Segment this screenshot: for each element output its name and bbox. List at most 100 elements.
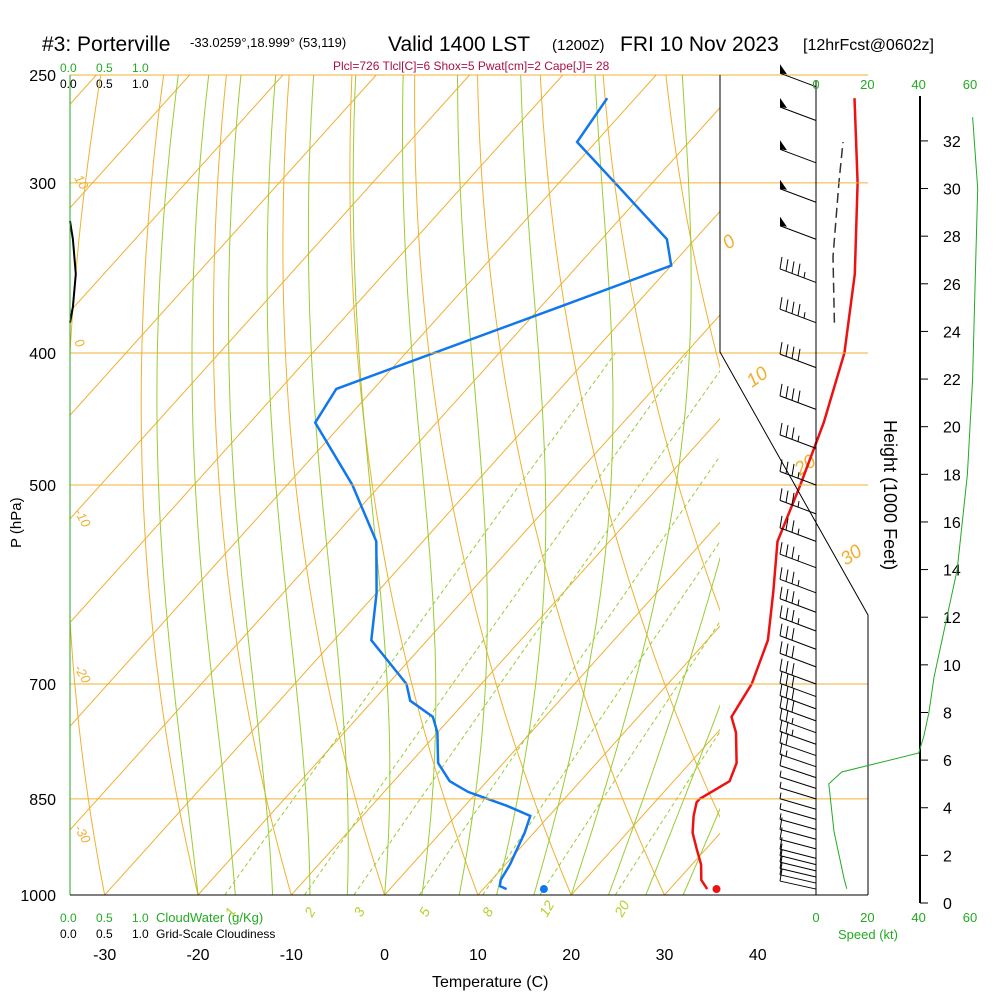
wind-barb: [779, 827, 817, 850]
wind-barb: [779, 641, 817, 668]
temperature-tick-label: -30: [93, 947, 116, 964]
wind-barb: [779, 813, 817, 830]
wind-barb: [779, 98, 817, 121]
chart-title-coords: -33.0259°,18.999° (53,119): [190, 35, 346, 50]
mixing-ratio-label: 8: [479, 904, 497, 919]
dry-adiabat-line: [349, 75, 479, 895]
wind-barb: [779, 792, 817, 810]
mixing-ratio-label: 5: [415, 904, 433, 919]
wind-barb: [779, 671, 817, 698]
mixing-ratio-label: 3: [350, 904, 368, 919]
dry-adiabat-line: [854, 75, 1000, 895]
pressure-tick-label: 700: [29, 677, 56, 694]
wind-barb: [779, 781, 817, 800]
dry-adiabat-line: [477, 75, 665, 895]
isotherm-line: [70, 75, 377, 416]
height-tick-label: 18: [943, 467, 961, 484]
isotherm-label: 10: [743, 363, 773, 393]
temperature-tick-label: -10: [280, 947, 303, 964]
height-tick-label: 20: [943, 420, 961, 437]
wind-barb: [779, 803, 817, 820]
cloud-water-scale-tick: 1.0: [132, 61, 149, 75]
moist-adiabat-line: [570, 75, 692, 895]
cloud-water-scale-tick: 1.0: [132, 911, 149, 925]
wind-barb: [779, 605, 817, 632]
wind-barb: [779, 64, 817, 88]
dry-adiabat-label: 0: [71, 336, 88, 350]
pressure-tick-label: 850: [29, 792, 56, 809]
speed-scale-tick: 0: [812, 910, 819, 925]
cloudiness-scale-tick: 0.0: [60, 927, 77, 941]
wind-barb: [779, 707, 817, 734]
moist-adiabat-line: [307, 75, 349, 895]
wind-speed-profile: [828, 117, 979, 889]
speed-scale-tick: 20: [860, 77, 874, 92]
speed-scale-tick: 40: [911, 910, 925, 925]
cloud-water-scale-tick: 0.5: [96, 61, 113, 75]
height-tick-label: 14: [943, 563, 961, 580]
moist-adiabat-line: [682, 807, 720, 895]
height-tick-label: 28: [943, 229, 961, 246]
surface-temperature-marker: [712, 885, 721, 894]
dry-adiabat-label: -30: [71, 822, 94, 846]
wind-barb: [779, 256, 817, 283]
wind-barb: [779, 342, 817, 369]
sounding-profiles: [69, 97, 859, 894]
pressure-tick-label: 500: [29, 478, 56, 495]
wind-barb: [779, 515, 817, 542]
isotherm-label: 0: [719, 231, 740, 255]
moist-adiabat-line: [457, 75, 488, 895]
wind-barb: [779, 730, 817, 757]
wind-barb: [779, 488, 817, 515]
height-tick-label: 0: [943, 896, 952, 913]
dry-adiabat-line: [414, 75, 572, 895]
wind-barb: [779, 695, 817, 722]
height-axis-title: Height (1000 Feet): [880, 420, 900, 570]
wind-barb: [779, 179, 817, 203]
mixing-ratio-label: 2: [300, 904, 318, 920]
speed-scale-tick: 20: [860, 910, 874, 925]
dry-adiabat-line: [282, 75, 386, 895]
mixing-ratio-line: [614, 730, 720, 895]
wind-barb: [779, 542, 817, 569]
moist-adiabat-line: [402, 75, 437, 895]
pressure-tick-label: 400: [29, 346, 56, 363]
wind-barb: [779, 837, 817, 859]
mixing-ratio-label: 20: [611, 898, 633, 921]
moist-adiabat-line: [608, 556, 720, 895]
moist-adiabat-line: [533, 75, 614, 895]
wind-barb: [779, 719, 817, 745]
isotherm-line: [384, 521, 720, 895]
wind-barb: [779, 770, 817, 789]
stability-indices: Plcl=726 Tlcl[C]=6 Shox=5 Pwat[cm]=2 Cap…: [333, 59, 610, 73]
pressure-tick-label: 1000: [20, 888, 56, 905]
pressure-tick-label: 250: [29, 68, 56, 85]
mixing-ratio-line: [304, 352, 689, 895]
cloud-water-profile: [69, 220, 77, 323]
x-axis-title: Temperature (C): [432, 974, 548, 991]
wind-barb: [779, 683, 817, 710]
cloud-water-scale-tick: 0.0: [60, 61, 77, 75]
wind-barb: [779, 658, 817, 685]
height-tick-label: 32: [943, 134, 961, 151]
cloudiness-legend: Grid-Scale Cloudiness: [156, 927, 275, 941]
height-tick-label: 22: [943, 372, 961, 389]
temperature-tick-label: 0: [380, 947, 389, 964]
chart-title-forecast: [12hrFcst@0602z]: [803, 37, 934, 54]
mixing-ratio-line: [224, 352, 616, 895]
chart-title-utc: (1200Z): [552, 37, 605, 54]
dry-adiabat-line: [212, 75, 292, 895]
wind-barb: [779, 742, 817, 768]
speed-scale-tick: 0: [812, 77, 819, 92]
temperature-tick-label: 30: [656, 947, 674, 964]
wind-barb: [779, 216, 817, 240]
height-tick-label: 2: [943, 848, 952, 865]
wind-barb: [779, 140, 817, 164]
cloudiness-scale-tick: 1.0: [132, 77, 149, 91]
height-tick-label: 16: [943, 515, 961, 532]
dewpoint-profile: [313, 97, 673, 891]
moist-adiabat-line: [156, 75, 199, 895]
cloud-water-scale-tick: 0.5: [96, 911, 113, 925]
